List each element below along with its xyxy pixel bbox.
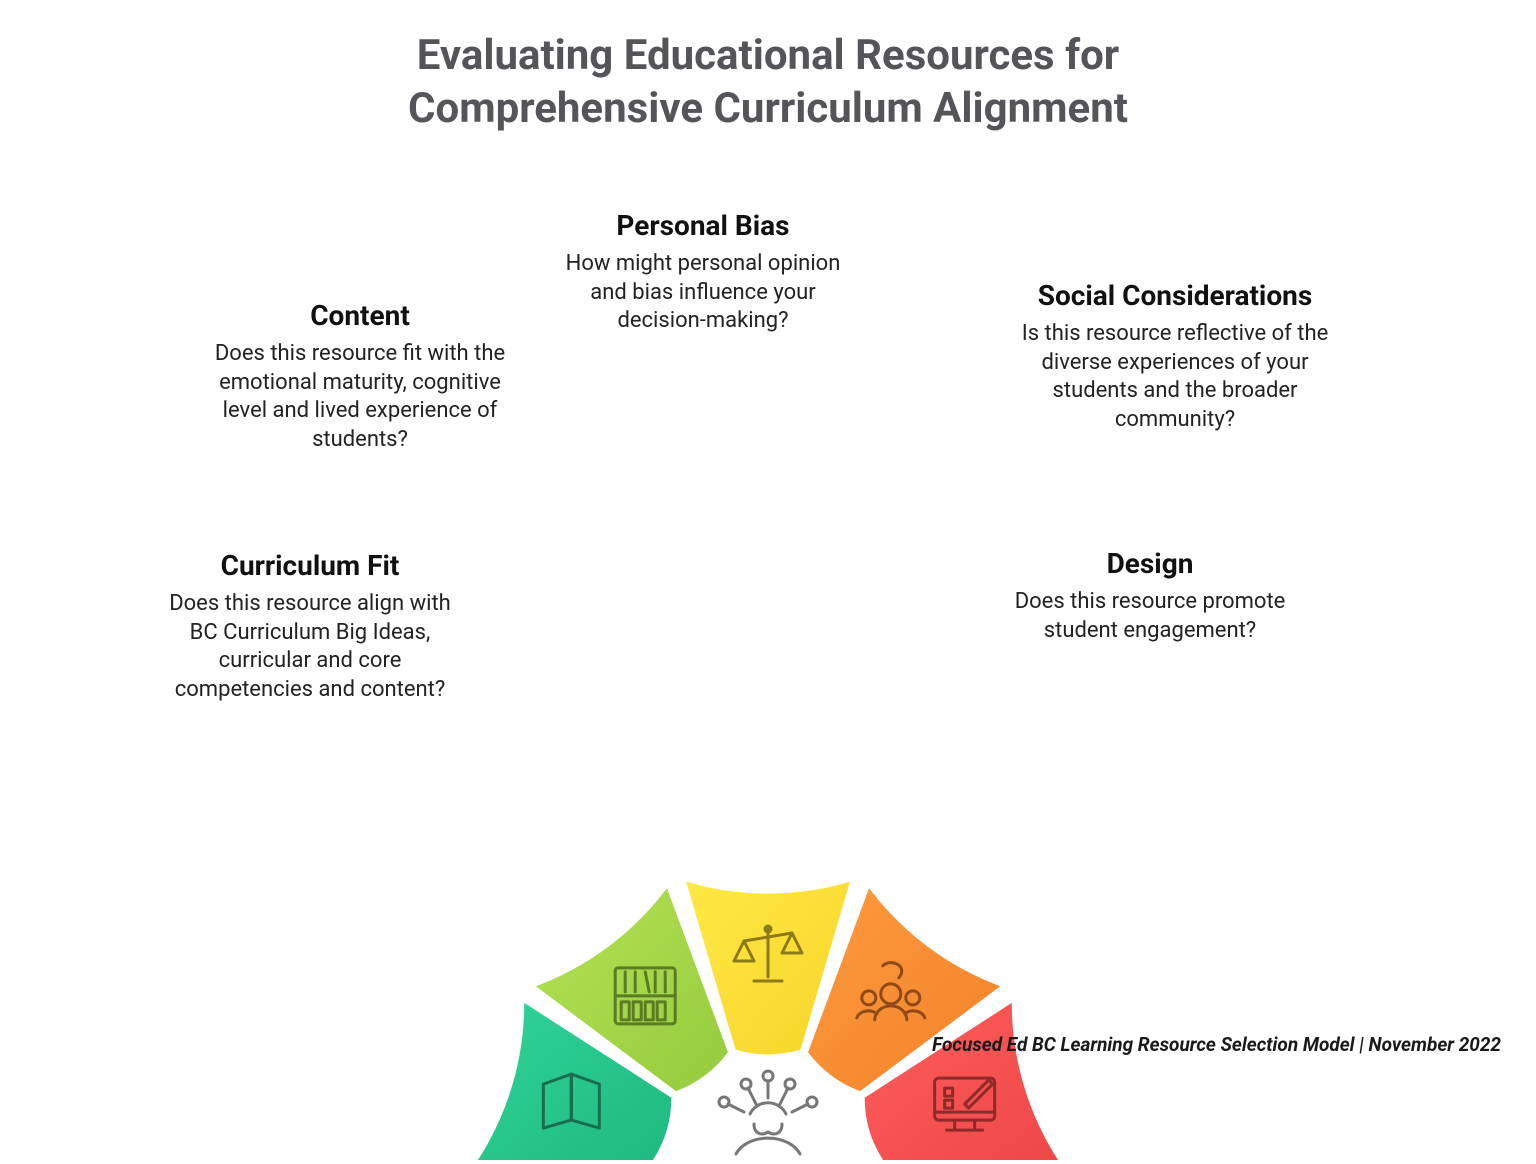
label-desc: Is this resource reflective of the diver…: [1000, 320, 1350, 434]
label-desc: Does this resource fit with the emotiona…: [200, 340, 520, 454]
label-desc: Does this resource promote student engag…: [1000, 588, 1300, 645]
label-title: Social Considerations: [1000, 280, 1350, 312]
footer-credit: Focused Ed BC Learning Resource Selectio…: [932, 1033, 1501, 1056]
title-line-2: Comprehensive Curriculum Alignment: [408, 84, 1128, 133]
label-desc: Does this resource align with BC Curricu…: [160, 590, 460, 704]
segment-monitor: [865, 1003, 1058, 1160]
chart-svg: [368, 760, 1168, 1160]
label-social-considerations: Social Considerations Is this resource r…: [1000, 280, 1350, 435]
segment-scales: [686, 882, 850, 1055]
label-title: Curriculum Fit: [160, 550, 460, 582]
semi-circle-diagram: [368, 760, 1168, 761]
book-icon: [543, 1074, 599, 1128]
label-personal-bias: Personal Bias How might personal opinion…: [548, 210, 858, 336]
people-icon: [857, 963, 925, 1020]
label-content: Content Does this resource fit with the …: [200, 300, 520, 455]
segment-shelf: [536, 888, 728, 1091]
scales-icon: [734, 926, 802, 981]
segment-book: [478, 1003, 671, 1160]
page-title: Evaluating Educational Resources for Com…: [0, 30, 1536, 135]
shelf-icon: [615, 968, 675, 1024]
segment-people: [808, 888, 1000, 1091]
thinking-person-icon: [719, 1071, 817, 1154]
label-title: Personal Bias: [548, 210, 858, 242]
label-desc: How might personal opinion and bias infl…: [548, 250, 858, 336]
label-design: Design Does this resource promote studen…: [1000, 548, 1300, 645]
label-curriculum-fit: Curriculum Fit Does this resource align …: [160, 550, 460, 705]
label-title: Design: [1000, 548, 1300, 580]
title-line-1: Evaluating Educational Resources for: [417, 31, 1119, 80]
label-title: Content: [200, 300, 520, 332]
